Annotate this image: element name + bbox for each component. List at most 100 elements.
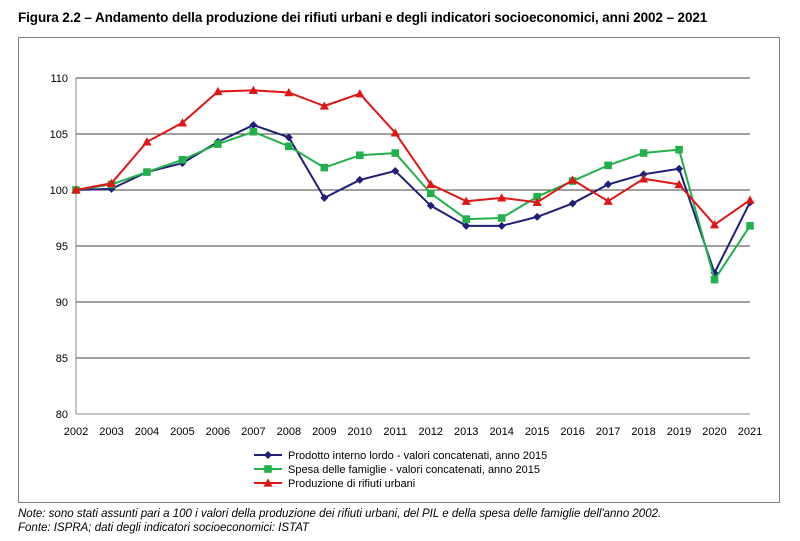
series-line [75, 130, 751, 281]
data-point [497, 221, 506, 230]
data-point [674, 179, 684, 189]
y-tick-label: 95 [56, 241, 68, 253]
series-0 [72, 121, 754, 277]
data-point [426, 189, 435, 198]
data-point [426, 201, 435, 210]
data-point [285, 142, 293, 151]
chart-source: Fonte: ISPRA; dati degli indicatori soci… [18, 522, 310, 534]
data-point [249, 121, 258, 130]
data-point [177, 118, 188, 127]
data-point [675, 145, 683, 154]
data-point [462, 215, 471, 223]
data-point [604, 180, 613, 189]
data-point [71, 185, 81, 194]
x-tick-label: 2017 [596, 426, 620, 438]
x-tick-label: 2016 [560, 426, 584, 438]
x-tick-label: 2012 [418, 426, 442, 438]
data-point [497, 193, 507, 202]
legend-label: Prodotto interno lordo - valori concaten… [288, 450, 547, 462]
data-point [391, 149, 400, 157]
data-point [568, 175, 578, 184]
data-point [178, 155, 187, 164]
data-point [320, 193, 329, 202]
series [71, 85, 755, 284]
y-tick-label: 100 [50, 185, 68, 197]
x-tick-label: 2013 [454, 426, 478, 438]
legend-label: Spesa delle famiglie - valori concatenat… [288, 464, 540, 476]
data-point [391, 166, 400, 175]
chart-note: Note: sono stati assunti pari a 100 i va… [18, 508, 662, 520]
axes: 80 85 90 95 100 105 110 2002 2003 2004 2005 2006 200… [50, 73, 763, 438]
x-tick-label: 2010 [348, 426, 372, 438]
series-2 [71, 85, 755, 229]
legend-label: Produzione di rifiuti urbani [288, 478, 415, 490]
x-tick-label: 2009 [312, 426, 336, 438]
legend-marker [264, 465, 272, 473]
x-tick-label: 2011 [383, 426, 407, 438]
data-point [710, 275, 719, 284]
data-point [320, 163, 329, 172]
y-tick-label: 85 [56, 353, 68, 365]
figure-title: Figura 2.2 – Andamento della produzione … [18, 10, 708, 25]
x-tick-label: 2014 [489, 426, 513, 438]
x-tick-label: 2003 [99, 426, 123, 438]
data-point [355, 175, 364, 184]
x-tick-label: 2004 [135, 426, 159, 438]
data-point [603, 196, 613, 205]
legend-item: Produzione di rifiuti urbani [254, 478, 415, 490]
data-point [390, 128, 400, 137]
data-point [604, 161, 612, 170]
data-point [746, 222, 754, 230]
x-tick-label: 2008 [277, 426, 301, 438]
data-point [248, 85, 258, 94]
data-point [461, 196, 471, 205]
x-tick-label: 2019 [667, 426, 691, 438]
data-point [497, 214, 506, 222]
data-point [106, 178, 117, 187]
x-tick-label: 2007 [241, 426, 265, 438]
data-point [143, 168, 151, 176]
data-point [568, 199, 577, 208]
data-point [532, 197, 542, 206]
legend-item: Spesa delle famiglie - valori concatenat… [254, 464, 540, 476]
data-point [142, 137, 152, 146]
data-point [214, 140, 222, 148]
x-tick-label: 2021 [738, 426, 762, 438]
data-point [355, 89, 365, 98]
data-point [675, 164, 684, 173]
legend-item: Prodotto interno lordo - valori concaten… [254, 450, 547, 462]
data-point [639, 149, 648, 157]
data-point [355, 151, 364, 160]
data-point [319, 101, 329, 110]
chart-frame [18, 37, 780, 503]
legend-marker [264, 451, 272, 459]
data-point [249, 127, 258, 136]
x-tick-label: 2002 [64, 426, 88, 438]
y-tick-label: 80 [56, 409, 68, 421]
legend: Prodotto interno lordo - valori concaten… [254, 450, 547, 490]
data-point [462, 221, 471, 230]
series-line [75, 124, 751, 274]
series-line [75, 89, 751, 226]
y-tick-label: 105 [50, 129, 68, 141]
x-tick-label: 2018 [631, 426, 655, 438]
y-tick-label: 110 [50, 73, 68, 85]
data-point [284, 87, 294, 97]
x-tick-label: 2006 [206, 426, 230, 438]
x-tick-label: 2005 [170, 426, 194, 438]
series-1 [72, 127, 754, 284]
data-point [533, 192, 541, 201]
data-point [745, 195, 755, 204]
data-point [638, 174, 649, 183]
data-point [213, 86, 223, 96]
data-point [533, 212, 542, 221]
x-tick-label: 2020 [702, 426, 726, 438]
gridlines [76, 77, 750, 359]
legend-marker [263, 478, 273, 487]
data-point [426, 179, 436, 189]
x-tick-label: 2015 [525, 426, 549, 438]
data-point [284, 133, 293, 142]
data-point [709, 220, 720, 229]
y-tick-label: 90 [56, 297, 68, 309]
